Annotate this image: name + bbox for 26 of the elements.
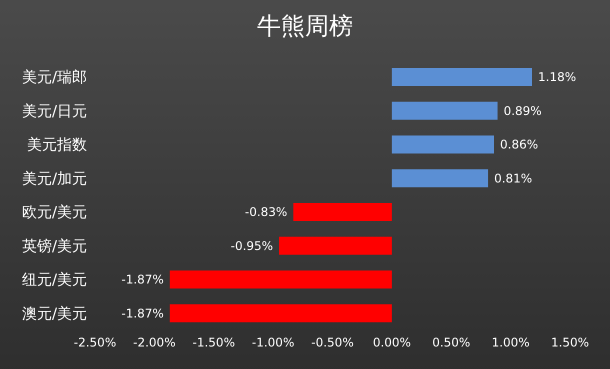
y-tick-label: 美元/加元 [22,169,87,188]
y-tick-label: 美元指数 [27,136,87,154]
y-tick-label: 美元/瑞郎 [22,68,87,86]
data-label: -1.87% [121,272,164,286]
y-tick-label: 澳元/美元 [22,304,87,322]
data-label: -0.95% [230,238,274,253]
y-tick-label: 欧元/美元 [22,203,87,222]
data-label: 1.18% [538,70,576,84]
x-tick-label: -1.00% [252,336,294,350]
x-tick-label: 1.50% [550,336,590,350]
y-tick-label: 美元/日元 [22,102,87,120]
data-label: 0.86% [500,138,538,152]
data-label: 0.89% [504,104,542,118]
chart-title: 牛熊周榜 [256,11,354,42]
data-label: 0.81% [494,171,532,186]
x-tick-label: -1.50% [192,336,235,350]
data-label: -1.87% [121,306,164,320]
x-tick-label: 1.00% [492,336,530,350]
x-tick-label: 0.00% [372,336,411,350]
x-tick-label: -0.50% [311,336,354,350]
y-tick-label: 纽元/美元 [22,270,87,289]
y-tick-label: 英镑/美元 [22,236,87,255]
x-tick-label: -2.00% [133,336,176,350]
x-tick-label: 0.50% [432,336,470,350]
data-label: -0.83% [244,205,288,219]
x-tick-label: -2.50% [74,336,116,350]
